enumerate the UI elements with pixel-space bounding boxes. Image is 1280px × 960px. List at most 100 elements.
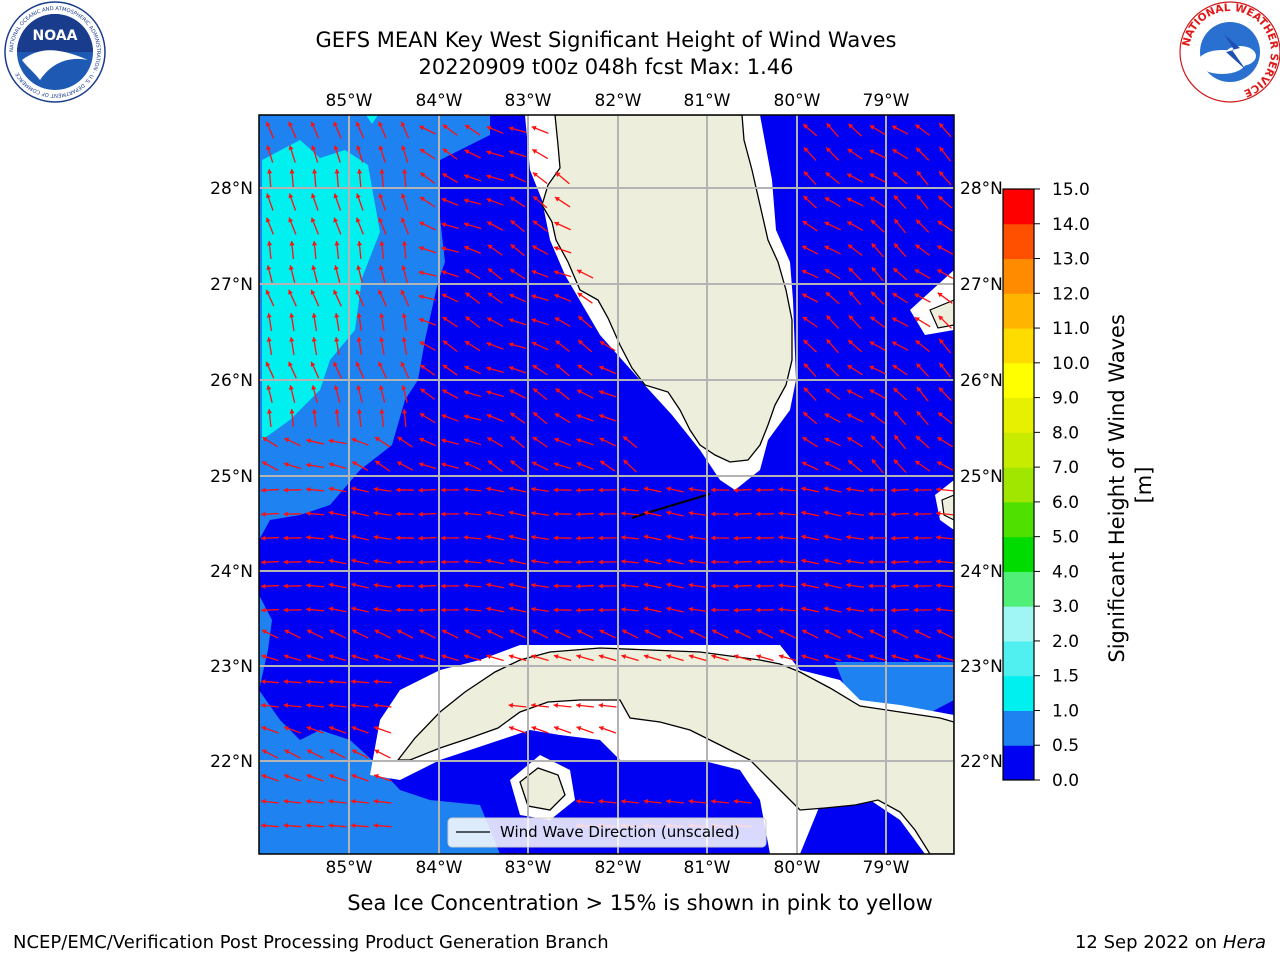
wind-wave-arrowhead — [310, 289, 316, 295]
wind-wave-arrowhead — [532, 172, 538, 178]
wind-wave-arrowhead — [508, 558, 514, 564]
wind-wave-arrowhead — [847, 148, 853, 154]
wind-wave-arrowhead — [847, 437, 853, 442]
wind-wave-arrowhead — [531, 341, 537, 347]
lon-label-bottom: 81°W — [684, 858, 731, 878]
wind-wave-arrowhead — [266, 409, 273, 414]
wind-wave-arrowhead — [847, 221, 853, 226]
wind-wave-arrowhead — [871, 435, 876, 441]
wind-wave-arrowhead — [311, 241, 318, 246]
colorbar-frame — [1002, 188, 1035, 781]
footer-date-text: 12 Sep 2022 on — [1074, 932, 1218, 953]
wind-wave-arrowhead — [532, 365, 538, 370]
wind-wave-arrowhead — [531, 558, 536, 564]
lon-label-bottom: 83°W — [505, 858, 552, 878]
wind-wave-arrowhead — [778, 654, 784, 660]
wind-wave-arrowhead — [418, 607, 423, 613]
wind-wave-arrowhead — [756, 535, 761, 541]
wind-wave-arrowhead — [553, 654, 559, 660]
wind-wave-arrowhead — [688, 534, 694, 540]
wind-wave-arrowhead — [356, 385, 362, 391]
wind-wave-arrowhead — [333, 121, 339, 127]
wind-wave-arrowhead — [284, 749, 290, 755]
wind-wave-arrowhead — [846, 629, 852, 635]
wind-wave-arrowhead — [373, 510, 379, 516]
wind-wave-arrowhead — [554, 221, 560, 227]
colorbar-tick-label: 12.0 — [1052, 284, 1090, 304]
lat-label-right: 22°N — [960, 752, 1003, 772]
wind-wave-arrowhead — [598, 583, 603, 589]
wind-wave-arrowhead — [733, 798, 739, 805]
wind-wave-arrowhead — [711, 607, 716, 613]
wind-wave-arrowhead — [378, 361, 383, 367]
wind-wave-arrowhead — [871, 243, 877, 249]
wind-wave-arrowhead — [802, 437, 808, 442]
wind-wave-arrowhead — [554, 197, 560, 202]
wind-wave-arrowhead — [846, 558, 851, 564]
wind-wave-arrowhead — [420, 364, 426, 370]
wind-wave-arrowhead — [577, 292, 583, 298]
wind-wave-arrowhead — [463, 438, 469, 444]
wind-wave-arrowhead — [891, 535, 896, 541]
wind-wave-arrowhead — [306, 583, 311, 589]
wind-wave-arrowhead — [824, 245, 830, 251]
wind-wave-arrowhead — [379, 169, 385, 174]
wind-wave-arrowhead — [283, 654, 289, 660]
wind-wave-arrowhead — [441, 438, 447, 444]
wind-wave-arrowhead — [284, 629, 290, 635]
colorbar-segment — [1003, 501, 1034, 538]
wind-wave-arrowhead — [913, 535, 918, 541]
wind-wave-arrowhead — [441, 222, 447, 228]
wave-band-high-top — [366, 115, 378, 124]
wind-wave-arrowhead — [621, 558, 626, 565]
wind-wave-arrowhead — [306, 726, 312, 731]
wind-wave-arrowhead — [823, 558, 829, 564]
wind-wave-arrowhead — [441, 535, 446, 541]
wind-wave-arrowhead — [356, 337, 362, 342]
colorbar-segment — [1003, 745, 1034, 781]
wind-wave-arrowhead — [283, 559, 288, 565]
wind-wave-arrowhead — [328, 510, 334, 516]
wind-wave-arrowhead — [554, 629, 560, 635]
wind-wave-arrowhead — [576, 583, 581, 589]
wind-wave-arrowhead — [598, 559, 603, 565]
wind-wave-arrowhead — [396, 535, 401, 541]
wind-wave-arrowhead — [846, 606, 851, 612]
wind-wave-arrowhead — [915, 340, 921, 346]
wind-wave-arrowhead — [621, 629, 627, 635]
wind-wave-arrowhead — [487, 221, 493, 227]
wind-wave-arrowhead — [576, 389, 582, 395]
florida-keys — [631, 493, 711, 519]
wind-wave-arrowhead — [312, 169, 318, 174]
colorbar-segment — [1003, 362, 1034, 399]
wind-wave-arrowhead — [688, 582, 694, 588]
wind-wave-arrowhead — [688, 654, 694, 660]
wind-wave-arrowhead — [533, 412, 539, 417]
wind-wave-arrowhead — [401, 193, 406, 199]
wind-wave-arrowhead — [846, 510, 851, 516]
wind-wave-arrowhead — [803, 124, 809, 129]
wind-wave-arrowhead — [553, 487, 558, 493]
wind-wave-arrowhead — [826, 339, 832, 345]
wind-wave-arrowhead — [419, 629, 425, 635]
wind-wave-arrowhead — [824, 221, 830, 227]
wind-wave-arrowhead — [576, 487, 581, 493]
lat-label-right: 24°N — [960, 562, 1003, 582]
wind-wave-arrowhead — [801, 558, 806, 564]
wind-wave-arrowhead — [463, 510, 469, 517]
wind-wave-arrowhead — [824, 629, 830, 635]
wind-wave-arrowhead — [328, 558, 334, 564]
wind-wave-arrowhead — [532, 220, 538, 226]
wind-wave-arrowhead — [379, 409, 385, 414]
wind-wave-arrowhead — [334, 313, 340, 318]
wind-wave-arrowhead — [265, 121, 271, 127]
wind-wave-arrowhead — [283, 487, 288, 493]
wind-wave-arrowhead — [351, 534, 356, 540]
wind-wave-arrowhead — [418, 462, 424, 468]
wind-wave-arrowhead — [418, 487, 423, 493]
wind-wave-arrowhead — [333, 361, 338, 367]
wind-wave-arrowhead — [463, 654, 469, 660]
wind-wave-arrowhead — [266, 145, 272, 151]
wind-wave-arrowhead — [847, 365, 853, 370]
wind-wave-arrowhead — [531, 486, 536, 492]
